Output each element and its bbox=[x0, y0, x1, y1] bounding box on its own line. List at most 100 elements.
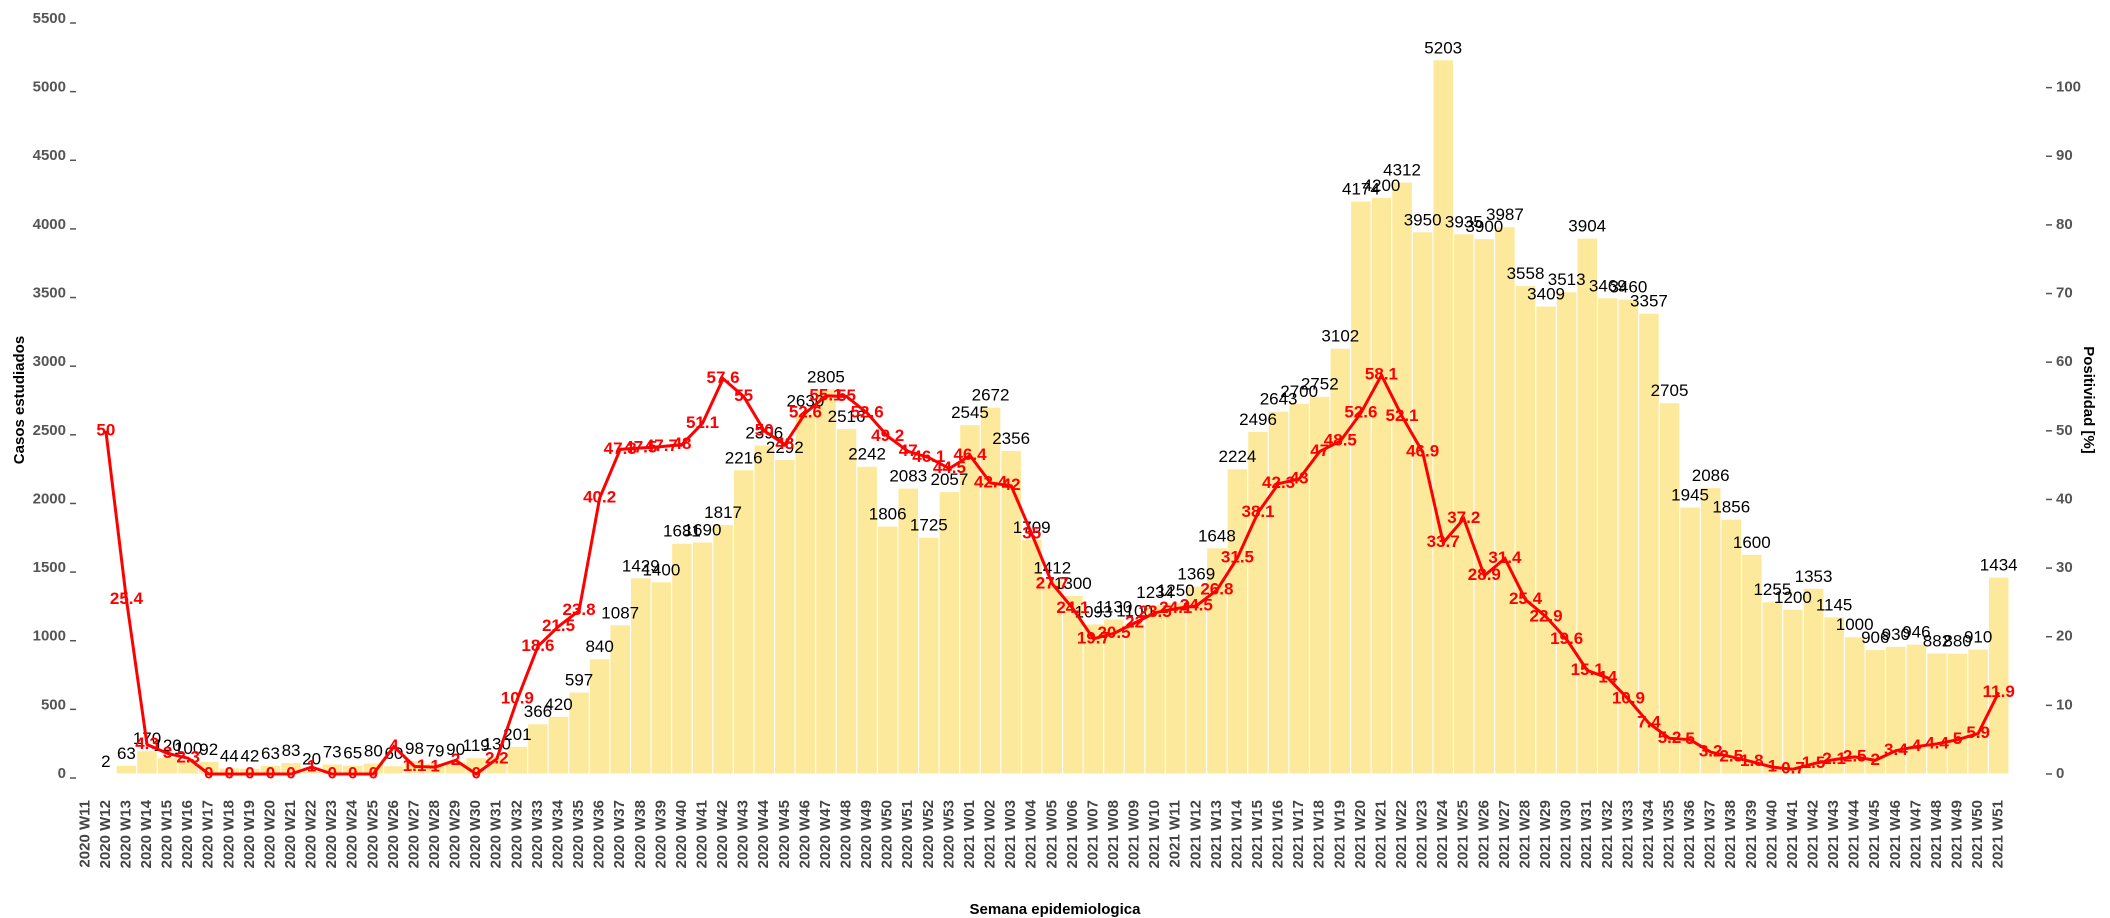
x-tick-label: 2021 W31 bbox=[1578, 800, 1595, 868]
line-label: 2.3 bbox=[176, 748, 200, 767]
bar-label: 4200 bbox=[1363, 176, 1401, 195]
x-tick-label: 2021 W48 bbox=[1928, 800, 1945, 868]
x-tick-label: 2020 W17 bbox=[200, 800, 217, 868]
x-tick-label: 2021 W38 bbox=[1722, 800, 1739, 868]
x-tick-label: 2021 W03 bbox=[1002, 800, 1019, 868]
line-label: 23.5 bbox=[1139, 602, 1172, 621]
x-tick-label: 2020 W42 bbox=[714, 800, 731, 868]
bar-label: 83 bbox=[282, 741, 301, 760]
bar-label: 882 bbox=[1923, 631, 1951, 650]
line-label: 2 bbox=[1871, 750, 1880, 769]
bar-label: 880 bbox=[1943, 632, 1971, 651]
y-tick-label: 4000 bbox=[33, 216, 66, 233]
line-label: 46.9 bbox=[1406, 442, 1439, 461]
line-label: 37.2 bbox=[1447, 508, 1480, 527]
y-tick-label: 0 bbox=[58, 765, 66, 782]
line-label: 10.9 bbox=[1612, 689, 1645, 708]
bar bbox=[1987, 576, 2010, 775]
line-label: 22.9 bbox=[1530, 606, 1563, 625]
line-label: 0 bbox=[369, 763, 378, 782]
bar bbox=[1473, 238, 1496, 775]
line-label: 28.9 bbox=[1468, 565, 1501, 584]
x-tick-label: 2020 W31 bbox=[488, 800, 505, 868]
x-tick-label: 2020 W12 bbox=[97, 800, 114, 868]
x-tick-label: 2021 W41 bbox=[1784, 800, 1801, 868]
line-label: 24.1 bbox=[1159, 598, 1192, 617]
bar bbox=[691, 541, 714, 775]
bar-label: 2086 bbox=[1692, 466, 1730, 485]
x-tick-label: 2021 W42 bbox=[1805, 800, 1822, 868]
x-tick-label: 2021 W43 bbox=[1825, 800, 1842, 868]
y-tick-label: 2000 bbox=[33, 490, 66, 507]
x-tick-label: 2020 W13 bbox=[117, 800, 134, 868]
bar-label: 3460 bbox=[1609, 278, 1647, 297]
x-tick-label: 2021 W50 bbox=[1969, 800, 1986, 868]
line-label: 50 bbox=[755, 420, 774, 439]
bar-label: 73 bbox=[323, 742, 342, 761]
line-label: 47.5 bbox=[624, 437, 657, 456]
x-tick-label: 2021 W49 bbox=[1949, 800, 1966, 868]
line-label: 52.6 bbox=[1344, 402, 1377, 421]
line-label: 24.5 bbox=[1180, 595, 1213, 614]
bar-label: 3558 bbox=[1507, 264, 1545, 283]
y-tick-label: 1500 bbox=[33, 559, 66, 576]
x-tick-label: 2020 W29 bbox=[447, 800, 464, 868]
bar bbox=[1926, 652, 1948, 775]
y2-tick-label: 100 bbox=[2056, 79, 2081, 96]
x-tick-label: 2020 W26 bbox=[385, 800, 402, 868]
x-tick-label: 2021 W14 bbox=[1228, 799, 1245, 868]
bar-label: 5203 bbox=[1424, 38, 1462, 57]
line-label: 1.1 bbox=[403, 756, 427, 775]
bar-label: 2705 bbox=[1651, 381, 1689, 400]
bar-label: 2242 bbox=[848, 445, 886, 464]
line-label: 2.5 bbox=[1719, 746, 1743, 765]
x-tick-label: 2021 W22 bbox=[1393, 800, 1410, 868]
line-label: 43 bbox=[1290, 468, 1309, 487]
line-label: 52.6 bbox=[789, 402, 822, 421]
x-tick-label: 2020 W49 bbox=[858, 800, 875, 868]
line-label: 14 bbox=[1598, 667, 1617, 686]
x-tick-label: 2020 W18 bbox=[220, 800, 237, 868]
x-tick-label: 2021 W33 bbox=[1619, 800, 1636, 868]
x-tick-label: 2020 W36 bbox=[591, 800, 608, 868]
bar-label: 2805 bbox=[807, 367, 845, 386]
x-tick-label: 2021 W45 bbox=[1866, 800, 1883, 868]
bar bbox=[547, 715, 570, 775]
x-tick-label: 2021 W23 bbox=[1414, 800, 1431, 868]
line-label: 1 bbox=[1768, 757, 1777, 776]
bar-label: 3904 bbox=[1568, 217, 1606, 236]
bar-label: 92 bbox=[199, 740, 218, 759]
x-tick-label: 2021 W36 bbox=[1681, 800, 1698, 868]
bar bbox=[1782, 608, 1804, 775]
line bbox=[104, 371, 2001, 776]
x-tick-label: 2021 W06 bbox=[1064, 800, 1081, 868]
line-label: 52.6 bbox=[851, 402, 884, 421]
x-tick-label: 2020 W35 bbox=[570, 800, 587, 868]
x-tick-label: 2021 W46 bbox=[1887, 800, 1904, 868]
bar-label: 1434 bbox=[1980, 556, 2018, 575]
x-tick-label: 2020 W47 bbox=[817, 800, 834, 868]
bar-label: 1255 bbox=[1753, 580, 1791, 599]
bar bbox=[1391, 181, 1413, 775]
bar bbox=[1802, 587, 1825, 775]
line-label: 44.5 bbox=[933, 458, 966, 477]
x-tick-label: 2020 W53 bbox=[940, 800, 957, 868]
line-label: 3 bbox=[163, 743, 172, 762]
y2-tick-label: 70 bbox=[2056, 285, 2073, 302]
bar-label: 1400 bbox=[642, 560, 680, 579]
line-label: 57.6 bbox=[707, 368, 740, 387]
y2-tick-label: 10 bbox=[2056, 696, 2073, 713]
bar bbox=[1123, 622, 1146, 775]
bar-label: 90 bbox=[446, 740, 465, 759]
y2-tick-label: 50 bbox=[2056, 422, 2073, 439]
line-label: 42 bbox=[1002, 475, 1021, 494]
y2-tick-label: 80 bbox=[2056, 216, 2073, 233]
bar bbox=[383, 765, 405, 775]
bar-label: 1234 bbox=[1136, 583, 1174, 602]
bar-label: 1806 bbox=[869, 505, 907, 524]
x-tick-label: 2020 W30 bbox=[467, 800, 484, 868]
bar-label: 1087 bbox=[601, 603, 639, 622]
bar-label: 946 bbox=[1902, 623, 1930, 642]
line-label: 0 bbox=[471, 763, 480, 782]
bar-label: 1200 bbox=[1774, 588, 1812, 607]
